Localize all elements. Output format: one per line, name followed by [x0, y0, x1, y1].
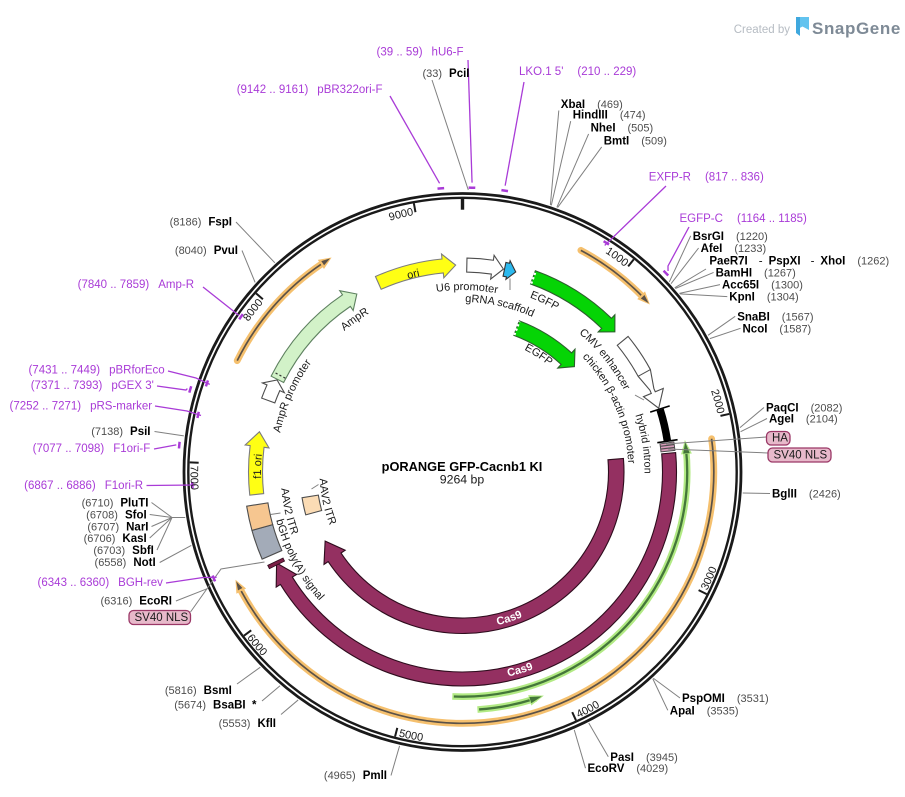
svg-text:(7431 .. 7449)pBRforEco: (7431 .. 7449)pBRforEco: [28, 365, 164, 377]
svg-text:(39 .. 59)hU6-F: (39 .. 59)hU6-F: [377, 47, 464, 59]
svg-text:(4965)PmlI: (4965)PmlI: [324, 770, 387, 782]
svg-text:(6558)NotI: (6558)NotI: [95, 557, 156, 569]
svg-text:SV40 NLS: SV40 NLS: [135, 612, 189, 624]
svg-text:(6703)SbfI: (6703)SbfI: [93, 545, 154, 557]
svg-text:EXFP-R(817 .. 836): EXFP-R(817 .. 836): [649, 171, 764, 183]
svg-text:(6867 .. 6886)F1ori-R: (6867 .. 6886)F1ori-R: [24, 480, 143, 492]
svg-text:LKO.1 5'(210 .. 229): LKO.1 5'(210 .. 229): [519, 66, 636, 78]
svg-text:(8186)FspI: (8186)FspI: [170, 217, 232, 229]
svg-text:(7371 .. 7393)pGEX 3': (7371 .. 7393)pGEX 3': [31, 380, 154, 392]
svg-text:(6708)SfoI: (6708)SfoI: [86, 510, 147, 522]
svg-text:(5553)KflI: (5553)KflI: [219, 718, 276, 730]
svg-text:7000: 7000: [188, 466, 201, 491]
svg-text:PaeR7I-PspXI-XhoI(1262): PaeR7I-PspXI-XhoI(1262): [709, 256, 889, 268]
svg-text:(6707)NarI: (6707)NarI: [87, 522, 148, 534]
svg-text:9264 bp: 9264 bp: [440, 473, 485, 487]
svg-text:AfeI(1233): AfeI(1233): [701, 243, 767, 255]
svg-text:(8040)PvuI: (8040)PvuI: [175, 245, 238, 257]
svg-text:HA: HA: [772, 433, 788, 445]
svg-text:(6343 .. 6360)BGH-rev: (6343 .. 6360)BGH-rev: [38, 577, 164, 589]
svg-text:(6706)KasI: (6706)KasI: [84, 533, 147, 545]
svg-text:Created by: Created by: [734, 24, 791, 36]
svg-text:SnapGene: SnapGene: [812, 19, 901, 38]
svg-text:(7840 .. 7859)Amp-R: (7840 .. 7859)Amp-R: [78, 279, 194, 291]
svg-text:SV40 NLS: SV40 NLS: [774, 450, 828, 462]
svg-text:(7252 .. 7271)pRS-marker: (7252 .. 7271)pRS-marker: [10, 401, 153, 413]
svg-text:(5674)BsaBI *: (5674)BsaBI *: [174, 700, 257, 712]
svg-text:EGFP-C(1164 .. 1185): EGFP-C(1164 .. 1185): [680, 213, 808, 225]
svg-text:(7138)PsiI: (7138)PsiI: [91, 426, 150, 438]
svg-text:(7077 .. 7098)F1ori-F: (7077 .. 7098)F1ori-F: [33, 443, 151, 455]
